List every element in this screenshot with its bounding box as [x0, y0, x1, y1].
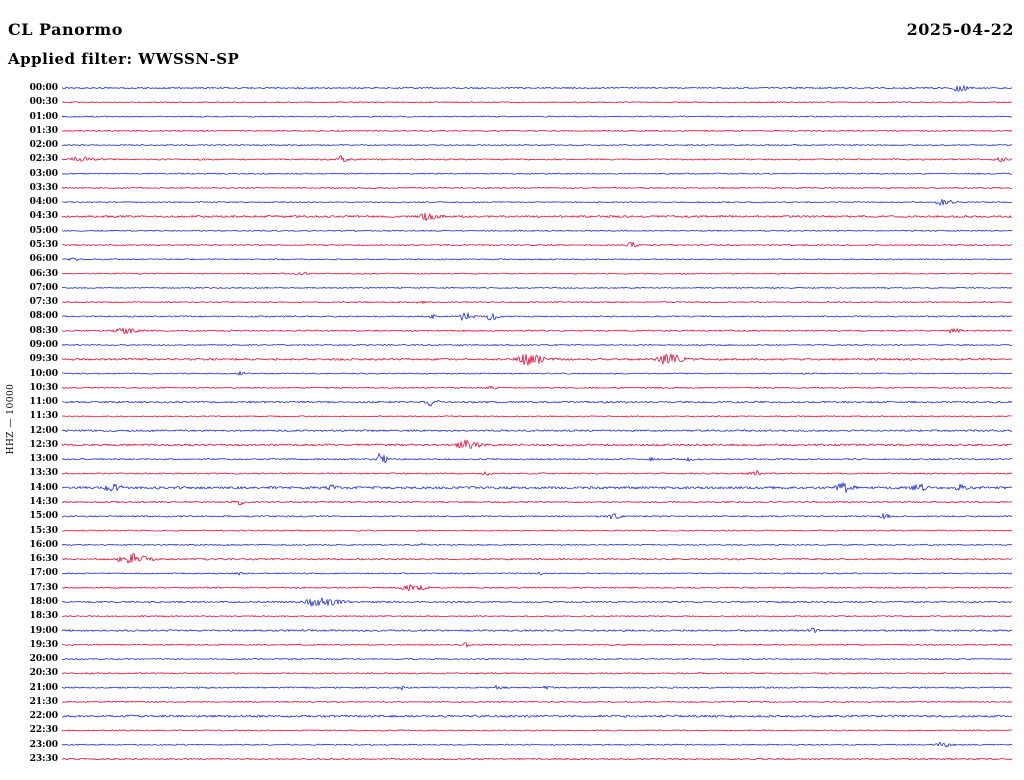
helicorder-canvas — [0, 0, 1024, 780]
helicorder-page: { "header": { "title": "CL Panormo", "da… — [0, 0, 1024, 780]
